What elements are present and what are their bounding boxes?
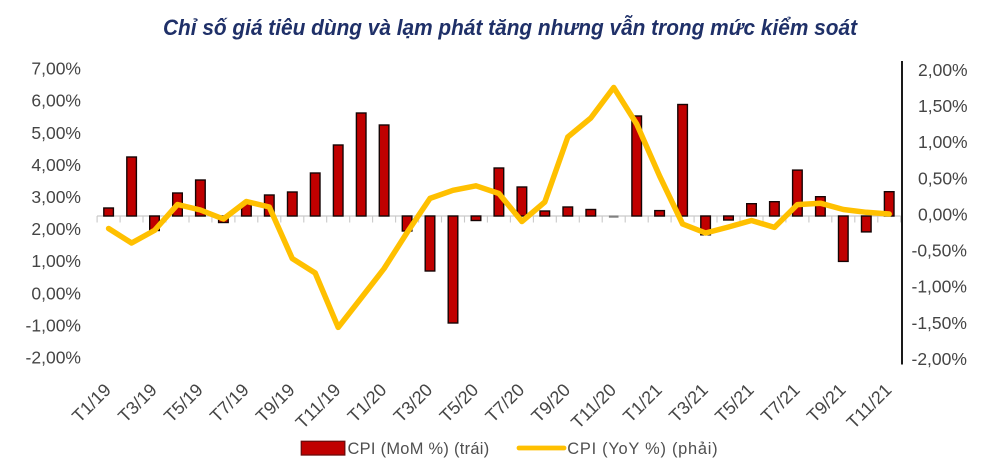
svg-text:5,00%: 5,00% bbox=[31, 123, 81, 143]
svg-text:0,00%: 0,00% bbox=[31, 283, 81, 303]
svg-text:-1,00%: -1,00% bbox=[26, 315, 81, 335]
svg-text:1,50%: 1,50% bbox=[918, 96, 968, 116]
svg-text:0,50%: 0,50% bbox=[918, 168, 968, 188]
svg-text:CPI (MoM %) (trái): CPI (MoM %) (trái) bbox=[348, 440, 490, 458]
svg-text:-1,50%: -1,50% bbox=[912, 313, 967, 333]
svg-text:2,00%: 2,00% bbox=[31, 219, 81, 239]
svg-text:CPI (YoY %) (phải): CPI (YoY %) (phải) bbox=[567, 440, 718, 458]
svg-text:4,00%: 4,00% bbox=[31, 155, 81, 175]
svg-text:2,00%: 2,00% bbox=[918, 60, 968, 80]
svg-text:-2,00%: -2,00% bbox=[26, 348, 81, 368]
svg-text:3,00%: 3,00% bbox=[31, 187, 81, 207]
svg-text:-0,50%: -0,50% bbox=[912, 241, 967, 261]
svg-text:-2,00%: -2,00% bbox=[912, 349, 967, 369]
svg-text:6,00%: 6,00% bbox=[31, 91, 81, 111]
svg-text:Chỉ số giá tiêu dùng và lạm ph: Chỉ số giá tiêu dùng và lạm phát tăng nh… bbox=[163, 15, 859, 40]
svg-text:-1,00%: -1,00% bbox=[912, 277, 967, 297]
svg-text:1,00%: 1,00% bbox=[31, 251, 81, 271]
svg-text:1,00%: 1,00% bbox=[918, 132, 968, 152]
svg-text:7,00%: 7,00% bbox=[31, 59, 81, 79]
svg-text:0,00%: 0,00% bbox=[918, 204, 968, 224]
